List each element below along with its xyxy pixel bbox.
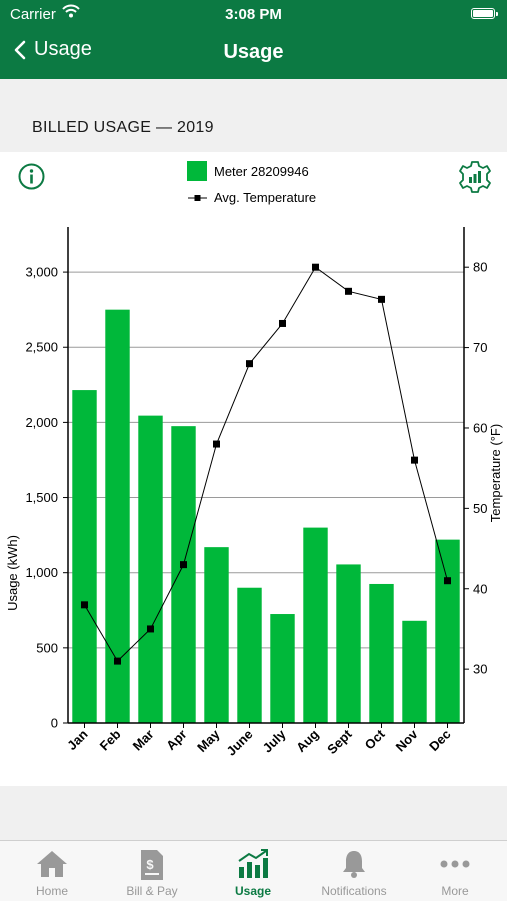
x-tick-label: Sept — [324, 726, 355, 757]
tab-usage[interactable]: Usage — [203, 841, 303, 901]
tab-notifications[interactable]: Notifications — [304, 841, 404, 901]
x-tick-label: Mar — [130, 727, 157, 754]
temperature-point — [180, 561, 187, 569]
legend-label-meter: Meter 28209946 — [214, 164, 309, 179]
battery-icon — [471, 8, 498, 19]
y-tick-label-right: 60 — [473, 420, 487, 435]
carrier-label: Carrier — [10, 6, 56, 23]
legend-marker-temperature — [194, 195, 201, 201]
tab-bill-pay[interactable]: $ Bill & Pay — [102, 841, 202, 901]
home-icon — [37, 851, 67, 877]
x-tick-label: Aug — [293, 726, 322, 755]
bar — [72, 390, 97, 723]
y-tick-label-right: 80 — [473, 260, 487, 275]
legend-label-temperature: Avg. Temperature — [214, 190, 316, 205]
bar — [138, 415, 163, 723]
temperature-point — [345, 287, 352, 295]
bar — [369, 583, 394, 723]
x-tick-label: June — [224, 727, 256, 759]
temperature-point — [246, 360, 253, 368]
y-axis-label-left: Usage (kWh) — [5, 535, 20, 611]
x-tick-label: July — [260, 726, 290, 756]
bar — [435, 539, 460, 723]
bar — [303, 527, 328, 723]
temperature-point — [114, 657, 121, 665]
y-tick-label-right: 40 — [473, 581, 487, 596]
y-tick-label-left: 1,000 — [25, 565, 58, 580]
temperature-point — [444, 577, 451, 585]
y-tick-label-left: 1,500 — [25, 490, 58, 505]
clock-time: 3:08 PM — [225, 6, 282, 23]
bar — [402, 620, 427, 723]
gear-chart-icon[interactable] — [458, 160, 492, 199]
chevron-left-icon — [14, 40, 26, 59]
bill-pay-icon: $ — [141, 850, 163, 880]
status-bar: Carrier 3:08 PM — [0, 0, 507, 30]
x-tick-label: Nov — [393, 726, 422, 755]
y-tick-label-right: 50 — [473, 501, 487, 516]
x-tick-label: Feb — [97, 726, 124, 753]
svg-text:$: $ — [146, 857, 154, 872]
x-tick-label: May — [194, 726, 223, 755]
temperature-point — [147, 625, 154, 633]
more-dots-icon — [440, 860, 470, 868]
bar — [204, 547, 229, 723]
temperature-point — [312, 263, 319, 271]
bar — [237, 587, 262, 723]
y-tick-label-left: 2,500 — [25, 340, 58, 355]
tab-bar: Home $ Bill & Pay Usage Notifications Mo… — [0, 840, 507, 901]
tab-label: Home — [35, 884, 68, 898]
y-tick-label-left: 2,000 — [25, 415, 58, 430]
bar — [336, 564, 361, 723]
x-tick-label: Jan — [64, 726, 90, 752]
tab-more[interactable]: More — [405, 841, 505, 901]
y-axis-label-right: Temperature (°F) — [488, 424, 503, 522]
temperature-point — [279, 319, 286, 327]
back-label: Usage — [34, 38, 92, 60]
x-tick-label: Oct — [362, 726, 388, 752]
tab-label: More — [441, 884, 469, 898]
temperature-point — [213, 440, 220, 448]
y-tick-label-left: 500 — [36, 640, 58, 655]
bar — [270, 614, 295, 723]
tab-label: Notifications — [321, 884, 387, 898]
temperature-line — [84, 266, 448, 662]
y-tick-label-right: 30 — [473, 662, 487, 677]
info-icon[interactable] — [18, 163, 45, 195]
bar — [171, 426, 196, 723]
tab-home[interactable]: Home — [2, 841, 102, 901]
temperature-point — [81, 601, 88, 609]
y-tick-label-left: 0 — [51, 716, 58, 731]
y-tick-label-left: 3,000 — [25, 265, 58, 280]
chart-legend: Meter 28209946 Avg. Temperature — [187, 161, 316, 205]
usage-chart: Meter 28209946 Avg. Temperature Usage (k… — [5, 161, 503, 759]
back-button[interactable]: Usage — [14, 38, 92, 61]
nav-bar: Usage Usage — [0, 30, 507, 79]
section-title: BILLED USAGE — 2019 — [32, 119, 214, 136]
tab-label: Bill & Pay — [126, 884, 178, 898]
y-tick-label-right: 70 — [473, 340, 487, 355]
legend-swatch-meter — [187, 161, 207, 181]
temperature-point — [378, 295, 385, 303]
temperature-point — [411, 456, 418, 464]
x-tick-label: Apr — [163, 727, 189, 753]
bell-icon — [343, 851, 365, 878]
x-tick-label: Dec — [426, 727, 453, 754]
tab-label: Usage — [234, 884, 272, 898]
usage-chart-icon — [238, 849, 268, 878]
wifi-icon — [62, 4, 80, 22]
bar — [105, 309, 130, 723]
